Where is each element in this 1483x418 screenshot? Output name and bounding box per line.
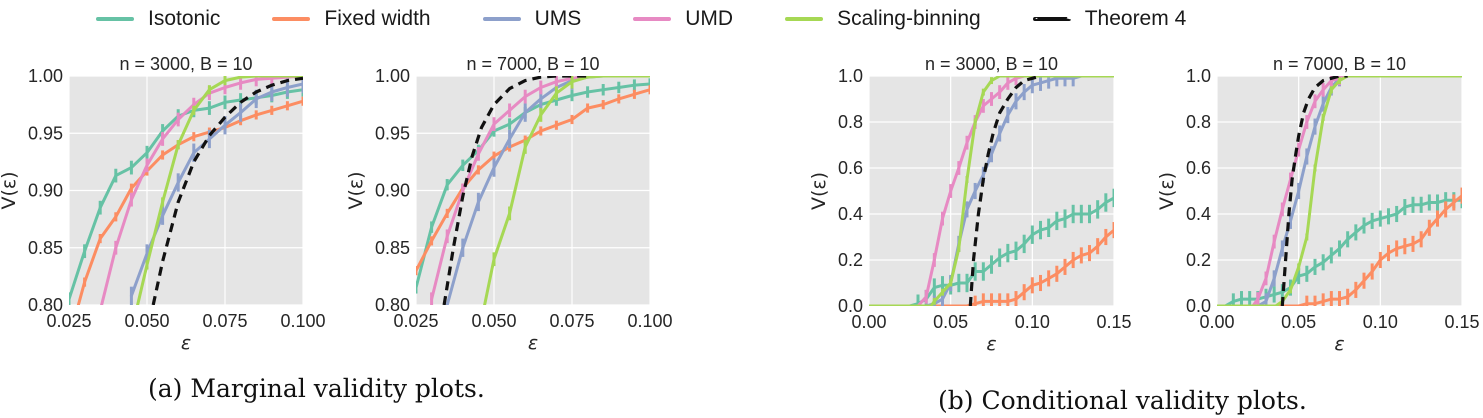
y-tick-label: 0.6	[1186, 158, 1211, 178]
series-theorem-4	[442, 76, 588, 305]
legend-item-scaling-binning: Scaling-binning	[785, 7, 981, 31]
x-tick-label: 0.05	[1281, 312, 1316, 332]
y-axis-label: V(ε)	[345, 171, 367, 209]
caption-marginal: (a) Marginal validity plots.	[148, 374, 485, 403]
series-fixed-width	[76, 99, 303, 305]
legend-swatch	[96, 17, 134, 21]
caption-conditional: (b) Conditional validity plots.	[938, 386, 1307, 415]
y-tick-label: 0.80	[28, 295, 63, 315]
series-theorem-4	[1280, 76, 1348, 306]
series-theorem-4	[151, 76, 303, 305]
x-axis-label: ε	[181, 332, 191, 354]
series-fixed-width	[416, 88, 650, 273]
legend-item-ums: UMS	[482, 7, 582, 31]
chart-title: n = 3000, B = 10	[119, 54, 252, 74]
legend-swatch	[1032, 17, 1071, 21]
legend-label: Fixed width	[324, 7, 431, 30]
legend-item-umd: UMD	[633, 7, 733, 31]
legend-item-isotonic: Isotonic	[96, 7, 220, 31]
y-tick-label: 0.0	[1186, 296, 1211, 316]
series-ums	[445, 76, 650, 305]
y-tick-label: 0.8	[838, 112, 863, 132]
y-axis-label: V(ε)	[0, 171, 20, 209]
x-tick-label: 0.075	[202, 311, 247, 331]
x-tick-label: 0.10	[1015, 312, 1050, 332]
y-tick-label: 0.90	[28, 181, 63, 201]
chart-panel-4: 0.00 0.05 0.10 0.15 0.0 0.2 0.4 0.6 0.8 1.0 n = 70…	[1156, 54, 1480, 355]
y-tick-label: 0.0	[838, 296, 863, 316]
y-tick-label: 0.85	[28, 238, 63, 258]
x-tick-label: 0.10	[1363, 312, 1398, 332]
legend-swatch	[482, 17, 521, 21]
y-tick-label: 1.00	[28, 66, 63, 86]
y-tick-label: 0.4	[1186, 204, 1211, 224]
y-tick-label: 0.85	[375, 238, 410, 258]
x-tick-label: 0.00	[1199, 312, 1234, 332]
y-tick-label: 0.95	[375, 123, 410, 143]
x-axis-label: ε	[1334, 333, 1344, 355]
series-theorem-4	[968, 76, 1041, 306]
legend-label: Scaling-binning	[837, 7, 981, 30]
series-isotonic	[416, 82, 650, 290]
y-tick-label: 1.0	[1186, 66, 1211, 86]
x-tick-label: 0.15	[1444, 312, 1479, 332]
x-tick-label: 0.05	[933, 312, 968, 332]
chart-panel-2: 0.025 0.050 0.075 0.100 0.80 0.85 0.90 0.95 1.00…	[345, 54, 673, 354]
legend-item-theorem-4: Theorem 4	[1032, 7, 1187, 31]
legend-label: Theorem 4	[1084, 7, 1187, 30]
chart-title: n = 3000, B = 10	[925, 54, 1058, 74]
y-tick-label: 0.6	[838, 158, 863, 178]
chart-panel-3: 0.00 0.05 0.10 0.15 0.0 0.2 0.4 0.6 0.8 1.0 n = 30…	[808, 54, 1132, 355]
series-scaling-binning	[136, 76, 303, 305]
x-tick-label: 0.050	[471, 311, 516, 331]
y-tick-label: 0.90	[375, 181, 410, 201]
x-axis-label: ε	[528, 332, 538, 354]
legend-item-fixed-width: Fixed width	[272, 7, 431, 31]
y-tick-label: 0.80	[375, 295, 410, 315]
chart-title: n = 7000, B = 10	[1273, 54, 1406, 74]
legend-swatch	[633, 17, 672, 21]
y-axis-label: V(ε)	[1156, 172, 1178, 210]
y-axis-label: V(ε)	[808, 172, 830, 210]
x-tick-label: 0.075	[549, 311, 594, 331]
y-tick-label: 0.95	[28, 123, 63, 143]
chart-legend: Isotonic Fixed width UMS UMD Scaling-binning…	[96, 4, 1238, 34]
x-tick-label: 0.025	[393, 311, 438, 331]
x-tick-label: 0.100	[280, 311, 325, 331]
series-ums	[129, 82, 303, 298]
legend-swatch	[785, 17, 824, 21]
y-tick-label: 0.2	[838, 250, 863, 270]
legend-label: Isotonic	[148, 7, 221, 30]
plot-area	[1217, 76, 1462, 306]
legend-label: UMS	[534, 7, 582, 30]
x-tick-label: 0.00	[851, 312, 886, 332]
x-tick-label: 0.050	[124, 311, 169, 331]
x-tick-label: 0.100	[627, 311, 672, 331]
y-tick-label: 1.0	[838, 66, 863, 86]
legend-label: UMD	[685, 7, 734, 30]
y-tick-label: 1.00	[375, 66, 410, 86]
chart-title: n = 7000, B = 10	[466, 54, 599, 74]
y-tick-label: 0.8	[1186, 112, 1211, 132]
y-tick-label: 0.4	[838, 204, 863, 224]
series-scaling-binning	[483, 76, 650, 305]
x-tick-label: 0.15	[1096, 312, 1131, 332]
chart-panel-1: 0.025 0.050 0.075 0.100 0.80 0.85 0.90 0.95 1.00…	[0, 54, 326, 354]
x-tick-label: 0.025	[46, 311, 91, 331]
legend-swatch	[272, 17, 311, 21]
y-tick-label: 0.2	[1186, 250, 1211, 270]
x-axis-label: ε	[986, 333, 996, 355]
